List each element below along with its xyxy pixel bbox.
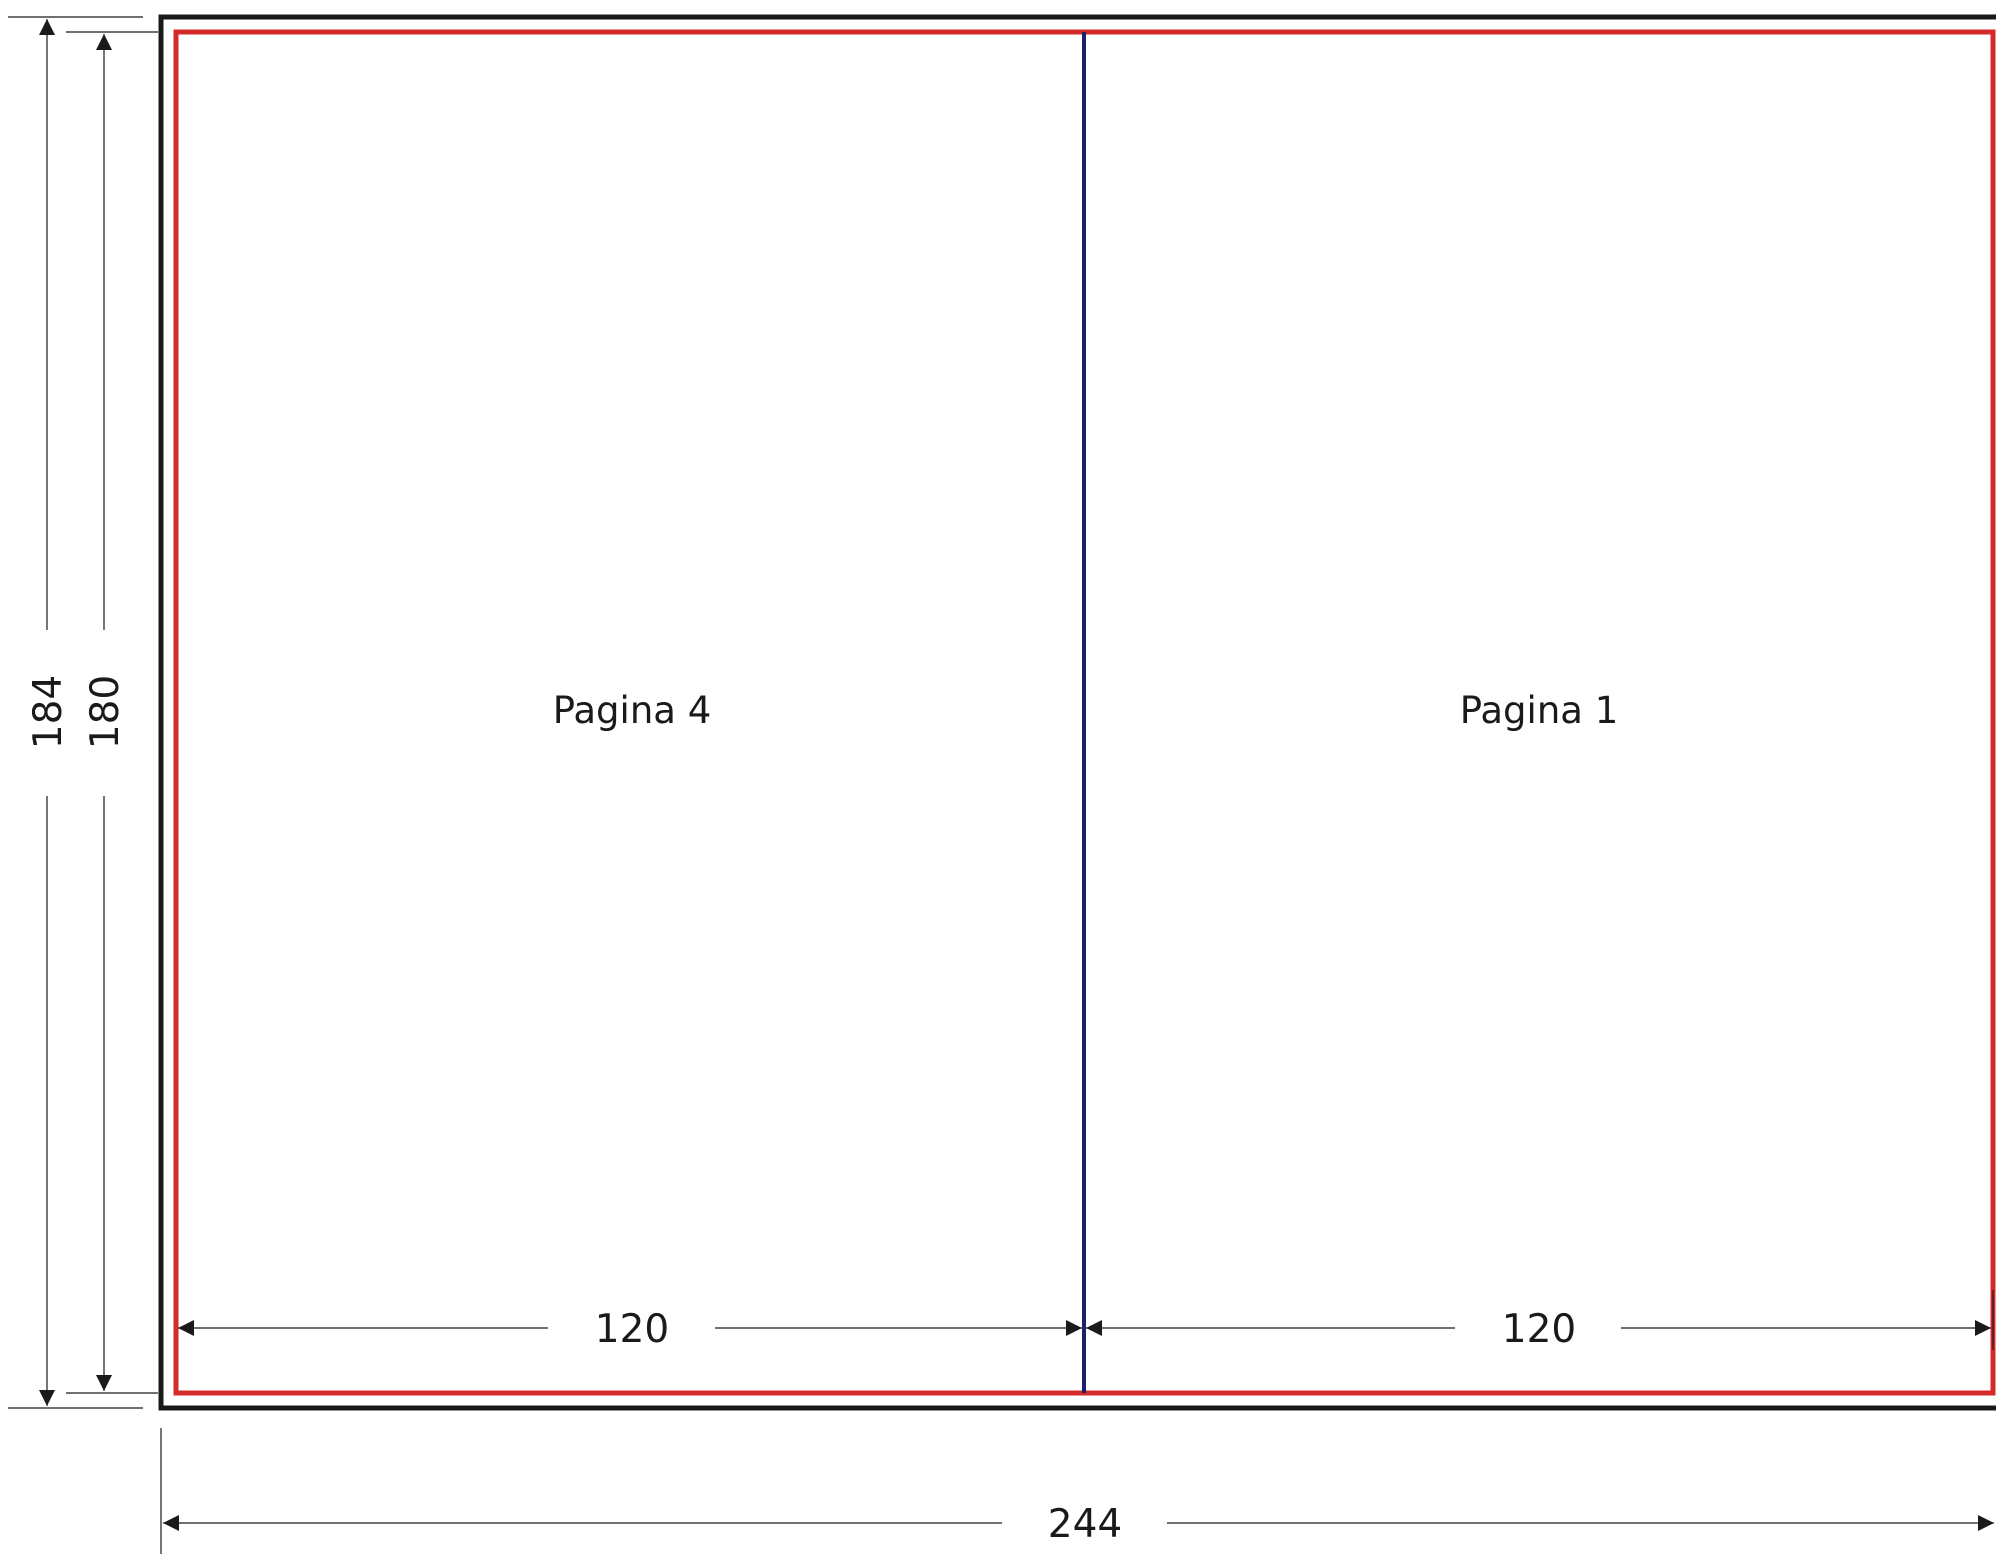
outer-frame [158,14,1996,1411]
page-4-label: Pagina 4 [553,689,712,732]
outer-height-label: 184 [26,675,71,749]
page-1-label: Pagina 1 [1460,689,1619,732]
left-panel-width-label: 120 [595,1307,669,1352]
inner-height-label: 180 [83,675,128,749]
total-width-label: 244 [1048,1502,1122,1547]
right-panel-width-label: 120 [1502,1307,1576,1352]
